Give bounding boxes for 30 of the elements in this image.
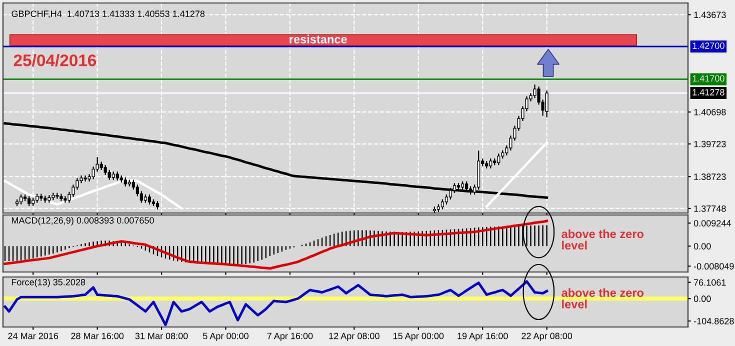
ref-line-label: 1.41700 xyxy=(692,75,724,82)
y-tick-label: 0.00 xyxy=(694,243,711,250)
x-tick-label: 19 Apr 16:00 xyxy=(458,332,508,341)
chart-title: MACD(12,26,9) 0.008393 0.007650 xyxy=(12,216,154,226)
x-tick-label: 5 Apr 00:00 xyxy=(203,332,248,341)
ref-line-label: 1.42700 xyxy=(692,42,724,49)
y-tick-label: 0.009244 xyxy=(694,220,731,226)
x-tick-label: 15 Apr 00:00 xyxy=(393,332,444,341)
y-tick-label: 1.40698 xyxy=(694,108,726,116)
y-tick-label: 1.43673 xyxy=(694,12,726,18)
y-tick-label: 76.1061 xyxy=(694,279,726,286)
x-tick-label: 12 Apr 08:00 xyxy=(329,332,380,341)
x-tick-label: 22 Apr 08:00 xyxy=(522,332,572,341)
y-tick-label: -104.8628 xyxy=(694,318,734,324)
y-tick-label: -0.008049 xyxy=(694,263,734,270)
y-tick-label: 1.39723 xyxy=(694,140,726,148)
y-tick-label: 1.37748 xyxy=(694,205,726,212)
ref-line-label: 1.41278 xyxy=(692,89,724,96)
annotation: 25/04/2016 xyxy=(14,54,96,66)
chart-title: Force(13) 35.2028 xyxy=(12,278,86,288)
x-tick-label: 28 Mar 16:00 xyxy=(71,332,124,340)
y-tick-label: 1.38723 xyxy=(694,174,726,180)
x-tick-label: 31 Mar 08:00 xyxy=(135,332,188,340)
text: GBPCHF,H4 1.40713 1.41333 1.40553 1.41278 xyxy=(12,10,205,18)
text: above the zero level xyxy=(562,288,644,308)
text: above the zero level xyxy=(562,229,644,250)
x-tick-label: 24 Mar 2016 xyxy=(8,332,58,340)
y-tick-label: 0.00 xyxy=(694,296,711,302)
x-tick-label: 7 Apr 16:00 xyxy=(267,332,313,341)
band-label: resistance xyxy=(290,34,347,44)
